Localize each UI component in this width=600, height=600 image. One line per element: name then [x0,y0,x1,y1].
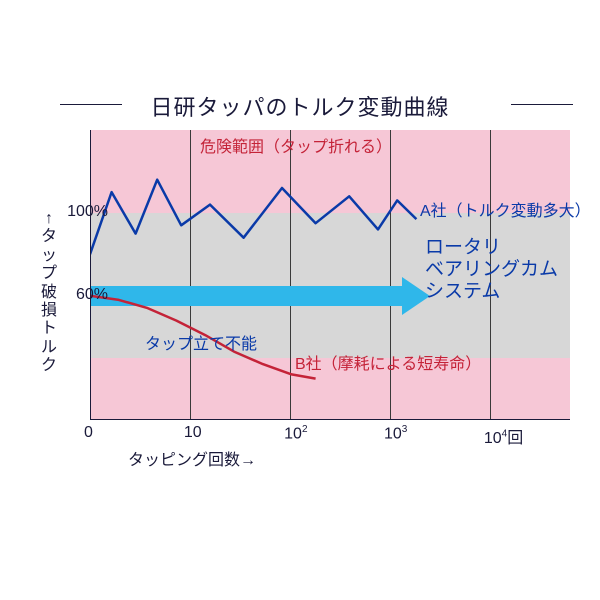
series-a-label: A社（トルク変動多大） [420,202,591,222]
y-axis-line [90,130,91,420]
x-tick-label: 104回 [484,424,523,448]
x-tick-label: 10 [184,424,202,442]
chart-figure: 日研タッパのトルク変動曲線 100% 60% 0 10 102 103 104回… [0,0,600,600]
y-tick-label: 60% [76,286,108,304]
title-rule-right [511,104,573,105]
rotary-label-line2: ベアリングカム [425,258,558,282]
x-tick-label: 0 [84,424,93,442]
x-tick-label: 102 [284,424,307,443]
rotary-label-line3: システム [425,280,500,304]
rotary-label-line1: ロータリ [425,236,501,260]
chart-title: 日研タッパのトルク変動曲線 [0,90,600,122]
x-axis-label: タッピング回数→ [128,446,256,470]
x-axis-line [90,419,570,420]
unable-label: タップ立て不能 [145,335,257,355]
x-tick-label: 103 [384,424,407,443]
y-axis-label: ↑タップ破損トルク [40,210,58,376]
y-tick-label: 100% [67,203,108,221]
series-b-label: B社（摩耗による短寿命） [295,355,481,375]
series-A社 [90,180,416,255]
danger-range-label: 危険範囲（タップ折れる） [200,138,392,158]
